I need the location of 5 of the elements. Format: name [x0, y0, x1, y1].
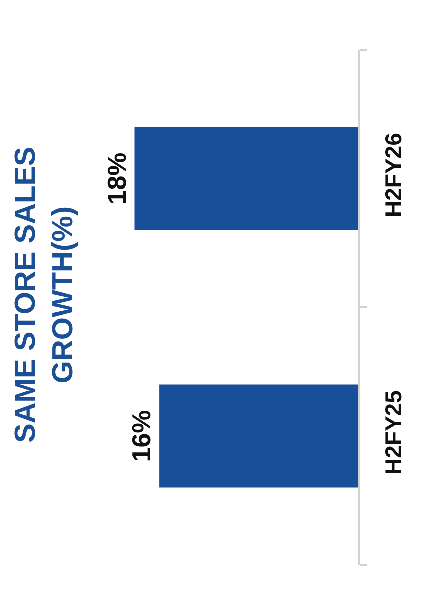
data-label: 16% [126, 410, 157, 462]
data-label: 18% [102, 152, 132, 205]
y-tick-label: H2FY26 [380, 133, 406, 218]
text: SAME STORE SALES GROWTH(%) [10, 147, 80, 443]
y-tick-label: H2FY25 [380, 390, 406, 475]
